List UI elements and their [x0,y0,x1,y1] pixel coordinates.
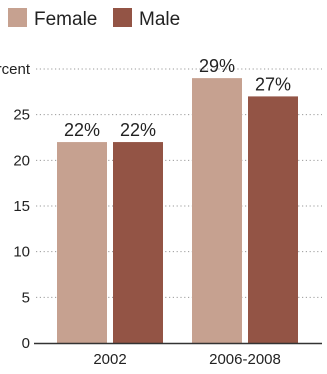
y-tick-label-10: 10 [13,244,30,261]
x-tick-label-2006-2008: 2006-2008 [209,351,281,368]
data-label-male-2006-2008: 27% [255,74,291,94]
bars [57,78,298,344]
data-label-female-2006-2008: 29% [199,56,235,76]
y-tick-label-20: 20 [13,152,30,169]
legend-swatch-male [113,8,132,27]
data-label-female-2002: 22% [64,120,100,140]
bar-female-2006-2008 [192,78,242,343]
x-axis: 2002 2006-2008 [34,342,322,368]
y-tick-label-25: 25 [13,107,30,124]
y-tick-label-15: 15 [13,198,30,215]
y-axis-ticks: 0 5 10 15 20 25 30 percent [0,61,31,352]
data-label-male-2002: 22% [120,120,156,140]
legend: Female Male [8,8,180,30]
y-tick-label-5: 5 [22,289,30,306]
y-tick-label-30: 30 percent [0,61,31,78]
bar-male-2002 [113,142,163,343]
y-tick-label-0: 0 [22,335,30,352]
legend-label-female: Female [34,9,97,30]
bar-value-labels: 22% 22% 29% 27% [64,56,291,140]
x-tick-label-2002: 2002 [93,351,126,368]
legend-label-male: Male [139,9,180,30]
bar-female-2002 [57,142,107,343]
legend-swatch-female [8,8,27,27]
bar-male-2006-2008 [248,96,298,344]
